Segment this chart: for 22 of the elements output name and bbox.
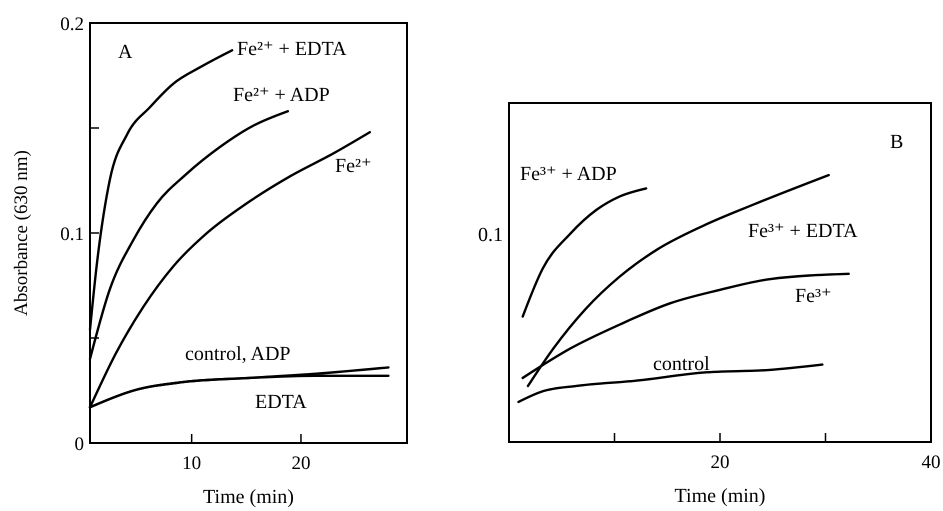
x-tick-label: 20 (710, 452, 730, 473)
series-label: control, ADP (185, 343, 291, 365)
series-label: Fe²⁺ + EDTA (237, 38, 348, 60)
series-label: Fe³⁺ (795, 285, 832, 307)
x-axis-title: Time (min) (674, 485, 766, 507)
text: 0.1 (478, 224, 503, 246)
annotation: A (118, 41, 133, 63)
x-tick-label: 20 (291, 453, 310, 474)
x-tick-label: 40 (922, 452, 940, 473)
series-label: Fe³⁺ + ADP (520, 163, 617, 185)
y-tick-label: 0.1 (60, 224, 84, 245)
y-tick-label: 0.2 (60, 14, 84, 35)
series-label: Fe²⁺ (335, 155, 372, 177)
series-label: EDTA (255, 391, 308, 413)
text: B (890, 131, 904, 153)
series-label: Fe²⁺ + ADP (233, 84, 330, 106)
x-axis-title: Time (min) (203, 486, 294, 508)
y-tick-label: 0 (74, 434, 84, 455)
x-tick-label: 10 (182, 453, 202, 474)
series-label: Fe³⁺ + EDTA (748, 220, 858, 242)
series-label: control (653, 353, 710, 375)
y-axis-title: Absorbance (630 nm) (11, 150, 32, 316)
